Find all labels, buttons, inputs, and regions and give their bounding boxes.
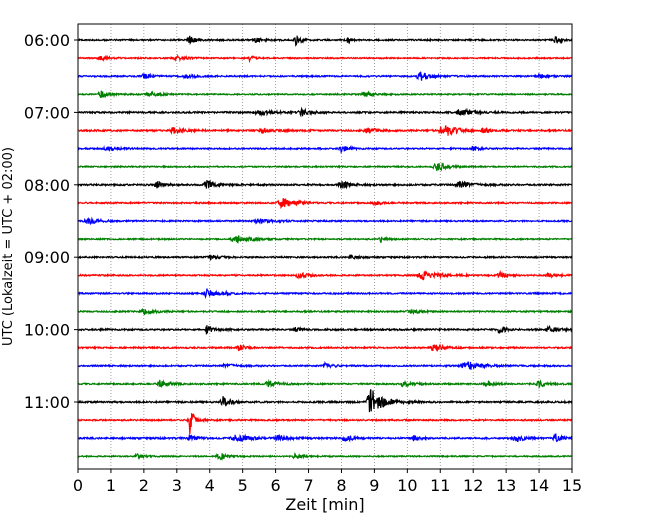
trace-row-22: [77, 433, 573, 443]
y-ticks: 06:00 07:00 08:00 09:00 10:00 11:00: [24, 31, 78, 412]
x-tick-label: 9: [369, 476, 379, 495]
trace-row-21: [77, 413, 573, 434]
y-tick-label: 10:00: [24, 321, 70, 340]
plot-frame: [77, 23, 573, 470]
x-tick-label: 14: [529, 476, 549, 495]
trace-row-10: [77, 216, 573, 225]
trace-row-20: [77, 389, 573, 413]
trace-row-12: [77, 254, 573, 261]
trace-row-0: [77, 35, 573, 47]
y-axis-label: UTC (Lokalzeit = UTC + 02:00): [1, 147, 16, 346]
trace-row-15: [77, 307, 573, 316]
trace-row-11: [77, 235, 573, 244]
x-tick-label: 10: [397, 476, 417, 495]
y-tick-label: 06:00: [24, 31, 70, 50]
trace-row-17: [77, 343, 573, 352]
trace-row-19: [77, 378, 573, 390]
x-tick-label: 6: [271, 476, 281, 495]
x-tick-label: 13: [496, 476, 516, 495]
trace-row-6: [77, 144, 573, 154]
x-tick-label: 7: [303, 476, 313, 495]
trace-row-8: [77, 179, 573, 190]
x-tick-label: 0: [73, 476, 83, 495]
trace-row-2: [77, 71, 573, 81]
x-tick-label: 11: [430, 476, 450, 495]
x-ticks: 0 1 2 3 4 5 6 7 8 9 10 11 12 13 14 15: [73, 469, 582, 495]
trace-row-1: [77, 54, 573, 64]
x-tick-label: 2: [139, 476, 149, 495]
trace-row-18: [77, 360, 573, 370]
trace-row-14: [77, 288, 573, 299]
y-tick-label: 08:00: [24, 176, 70, 195]
x-tick-label: 8: [336, 476, 346, 495]
x-axis-label: Zeit [min]: [285, 495, 364, 514]
x-tick-label: 4: [205, 476, 215, 495]
trace-row-13: [77, 269, 573, 281]
y-tick-label: 09:00: [24, 248, 70, 267]
trace-row-9: [77, 198, 573, 210]
trace-row-7: [77, 162, 573, 172]
x-tick-label: 12: [463, 476, 483, 495]
y-tick-label: 07:00: [24, 103, 70, 122]
trace-row-16: [77, 324, 573, 335]
traces: [77, 35, 573, 461]
x-tick-label: 5: [238, 476, 248, 495]
trace-row-5: [77, 125, 573, 137]
trace-row-3: [77, 90, 573, 99]
x-tick-label: 15: [562, 476, 582, 495]
y-tick-label: 11:00: [24, 393, 70, 412]
trace-row-23: [77, 452, 573, 461]
x-tick-label: 3: [172, 476, 182, 495]
grid-lines: [110, 24, 540, 469]
x-tick-label: 1: [106, 476, 116, 495]
trace-row-4: [77, 106, 573, 118]
